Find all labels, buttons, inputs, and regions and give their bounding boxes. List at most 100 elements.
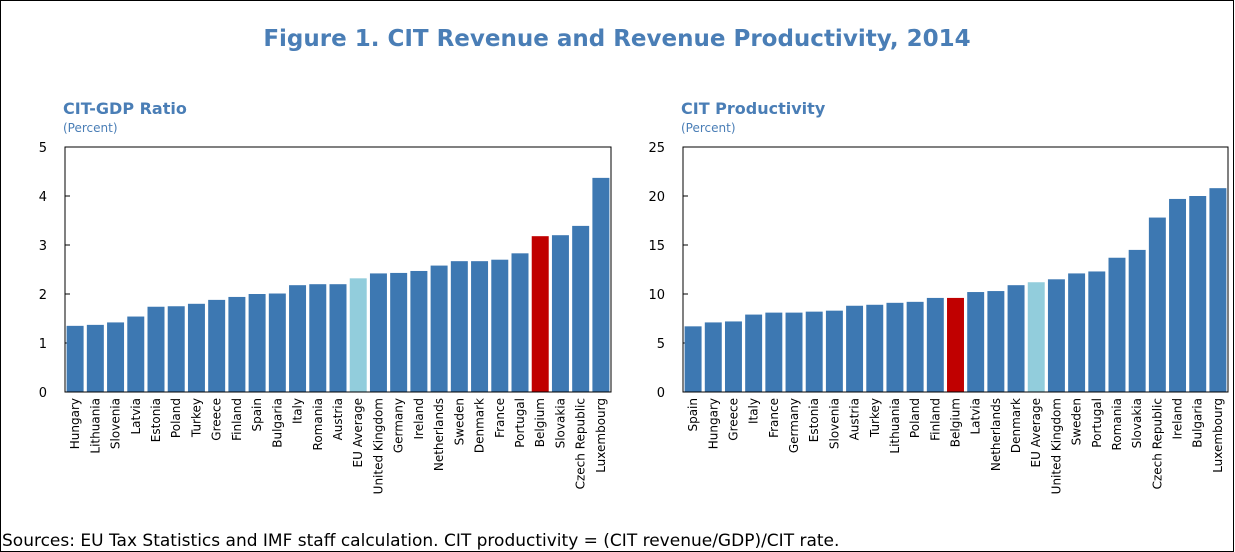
bar — [551, 235, 569, 392]
x-tick-label: France — [493, 398, 507, 438]
bar — [268, 293, 286, 392]
bar — [1209, 188, 1227, 392]
x-tick-label: Estonia — [149, 398, 163, 442]
x-tick-label: Italy — [747, 398, 761, 424]
bar — [1068, 273, 1086, 392]
x-tick-label: Slovenia — [827, 398, 841, 449]
bar — [349, 278, 367, 392]
x-tick-label: Luxembourg — [1211, 398, 1225, 473]
x-tick-label: EU Average — [1029, 398, 1043, 467]
bar — [410, 270, 428, 392]
bar — [107, 322, 125, 392]
bar — [866, 304, 884, 392]
bar — [906, 301, 924, 392]
x-tick-label: Portugal — [513, 398, 527, 448]
y-tick-label: 1 — [39, 337, 47, 352]
bar — [167, 306, 185, 392]
x-tick-label: Denmark — [1009, 398, 1023, 453]
plot-frame — [64, 146, 612, 393]
x-tick-label: Latvia — [969, 398, 983, 435]
bar — [147, 306, 165, 392]
bar — [765, 312, 783, 392]
bar — [228, 296, 246, 392]
bar — [248, 294, 266, 392]
y-tick-label: 5 — [39, 141, 47, 156]
bar — [208, 299, 226, 392]
x-tick-label: Sweden — [452, 398, 466, 445]
bar — [1027, 282, 1045, 392]
x-tick-label: Austria — [331, 398, 345, 440]
x-tick-label: Slovakia — [1130, 398, 1144, 448]
x-tick-label: Spain — [250, 398, 264, 432]
y-tick-label: 3 — [39, 239, 47, 254]
bar — [309, 284, 327, 392]
x-tick-label: Romania — [1110, 398, 1124, 450]
y-tick-label: 25 — [648, 141, 665, 156]
x-tick-label: Romania — [311, 398, 325, 450]
bar — [127, 316, 145, 392]
bar — [1088, 271, 1106, 392]
chart-subtitle: (Percent) — [63, 121, 118, 135]
x-tick-label: Ireland — [412, 398, 426, 440]
x-tick-label: Greece — [726, 398, 740, 441]
bar — [846, 305, 864, 392]
bar — [329, 284, 347, 392]
bar — [967, 292, 985, 392]
x-tick-label: Netherlands — [432, 398, 446, 471]
bar — [1169, 198, 1187, 392]
bar — [724, 321, 742, 392]
bar — [1047, 279, 1065, 392]
bar — [289, 285, 307, 392]
bar — [805, 311, 823, 392]
x-tick-label: Czech Republic — [574, 398, 588, 489]
bar — [745, 314, 763, 392]
x-tick-label: United Kingdom — [371, 398, 385, 494]
x-tick-label: Italy — [291, 398, 305, 424]
x-tick-label: Poland — [908, 398, 922, 438]
chart-title: CIT-GDP Ratio — [63, 99, 187, 118]
bar — [187, 303, 205, 392]
bar — [1108, 257, 1126, 392]
bar — [592, 177, 610, 392]
x-tick-label: Lithuania — [888, 398, 902, 454]
y-tick-label: 5 — [657, 337, 665, 352]
x-tick-label: Denmark — [473, 398, 487, 453]
x-tick-label: Lithuania — [88, 398, 102, 454]
chart-title: CIT Productivity — [681, 99, 826, 118]
bar — [785, 312, 803, 392]
x-tick-label: Ireland — [1171, 398, 1185, 440]
x-tick-label: Turkey — [868, 398, 882, 438]
x-tick-label: Sweden — [1070, 398, 1084, 445]
x-tick-label: Luxembourg — [594, 398, 608, 473]
bar — [886, 302, 904, 392]
bar — [1007, 285, 1025, 392]
y-tick-label: 0 — [39, 386, 47, 401]
x-tick-label: Czech Republic — [1150, 398, 1164, 489]
bar — [684, 326, 702, 392]
x-tick-label: Bulgaria — [270, 398, 284, 448]
x-tick-label: Austria — [848, 398, 862, 440]
bar — [1189, 196, 1207, 392]
bar — [987, 291, 1005, 392]
bar — [947, 297, 964, 392]
bar — [450, 261, 468, 392]
bar — [511, 253, 529, 392]
x-tick-label: Belgium — [949, 398, 963, 447]
x-tick-label: Hungary — [706, 398, 720, 449]
y-tick-label: 10 — [648, 288, 665, 303]
x-tick-label: Netherlands — [989, 398, 1003, 471]
bar — [66, 325, 84, 392]
x-tick-label: Slovakia — [553, 398, 567, 448]
bar — [430, 265, 448, 392]
x-tick-label: Hungary — [68, 398, 82, 449]
bar — [704, 322, 722, 392]
y-tick-label: 4 — [39, 190, 47, 205]
plot-frame — [682, 146, 1229, 393]
bar — [531, 236, 549, 392]
x-tick-label: Turkey — [189, 398, 203, 438]
x-tick-label: Spain — [686, 398, 700, 432]
bar — [390, 272, 408, 392]
x-tick-label: Poland — [169, 398, 183, 438]
x-tick-label: Finland — [230, 398, 244, 441]
